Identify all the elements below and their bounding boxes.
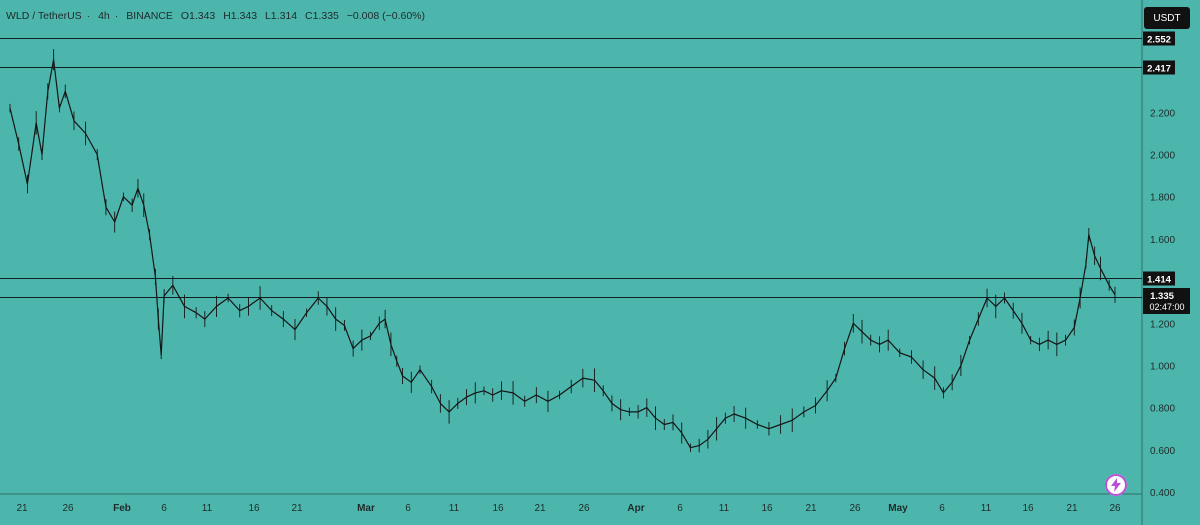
level-label: 2.552: [1147, 35, 1171, 46]
countdown-label: 02:47:00: [1149, 302, 1184, 312]
separator-dot: ·: [114, 10, 119, 22]
x-tick-label: 26: [578, 503, 590, 514]
level-label: 2.417: [1147, 64, 1171, 75]
x-tick-label: 16: [248, 503, 260, 514]
x-tick-label: 6: [405, 503, 411, 514]
x-tick-label: Mar: [357, 503, 375, 514]
symbol-name[interactable]: WLD / TetherUS: [6, 10, 82, 22]
x-tick-label: 6: [939, 503, 945, 514]
change-value: −0.008 (−0.60%): [346, 10, 426, 22]
level-label-box: [1143, 271, 1175, 286]
x-tick-label: 21: [805, 503, 817, 514]
y-tick-label: 1.600: [1150, 235, 1175, 246]
y-tick-label: 1.800: [1150, 193, 1175, 204]
interval-label[interactable]: 4h: [98, 10, 110, 22]
current-price-label: 1.335: [1150, 291, 1174, 302]
lightning-bolt-icon: [1111, 478, 1121, 492]
x-tick-label: 16: [492, 503, 504, 514]
x-tick-label: 6: [161, 503, 167, 514]
y-tick-label: 2.200: [1150, 108, 1175, 119]
x-tick-label: 21: [534, 503, 546, 514]
close-value: C1.335: [305, 10, 339, 22]
high-value: H1.343: [223, 10, 258, 22]
open-value: O1.343: [180, 10, 216, 22]
x-tick-label: 11: [202, 503, 213, 514]
x-tick-label: 21: [1066, 503, 1078, 514]
x-tick-label: 6: [677, 503, 683, 514]
x-tick-label: 21: [291, 503, 303, 514]
x-tick-label: Feb: [113, 503, 131, 514]
y-tick-label: 1.000: [1150, 361, 1175, 372]
x-tick-label: Apr: [627, 503, 644, 514]
x-tick-label: 21: [16, 503, 28, 514]
x-tick-label: 16: [761, 503, 773, 514]
y-tick-label: 1.200: [1150, 319, 1175, 330]
level-label-box: [1143, 60, 1175, 75]
exchange-label: BINANCE: [126, 10, 173, 22]
level-label-box: [1143, 31, 1175, 46]
low-value: L1.314: [264, 10, 298, 22]
y-tick-label: 2.000: [1150, 151, 1175, 162]
x-tick-label: 11: [449, 503, 460, 514]
separator-dot: ·: [86, 10, 91, 22]
x-tick-label: 11: [981, 503, 992, 514]
current-price-box: [1143, 288, 1190, 314]
y-tick-label: 0.600: [1150, 446, 1175, 457]
x-tick-label: 26: [1109, 503, 1121, 514]
y-tick-label: 0.400: [1150, 488, 1175, 499]
y-tick-label: 0.800: [1150, 404, 1175, 415]
x-tick-label: 16: [1022, 503, 1034, 514]
x-tick-label: May: [888, 503, 908, 514]
x-tick-label: 26: [849, 503, 861, 514]
x-tick-label: 11: [719, 503, 730, 514]
currency-button[interactable]: USDT: [1144, 7, 1190, 29]
bolt-button[interactable]: [1105, 474, 1127, 496]
level-label: 1.414: [1147, 275, 1171, 286]
price-series-line[interactable]: [9, 59, 1116, 449]
x-tick-label: 26: [62, 503, 74, 514]
symbol-header: WLD / TetherUS · 4h · BINANCE O1.343 H1.34…: [6, 10, 430, 22]
